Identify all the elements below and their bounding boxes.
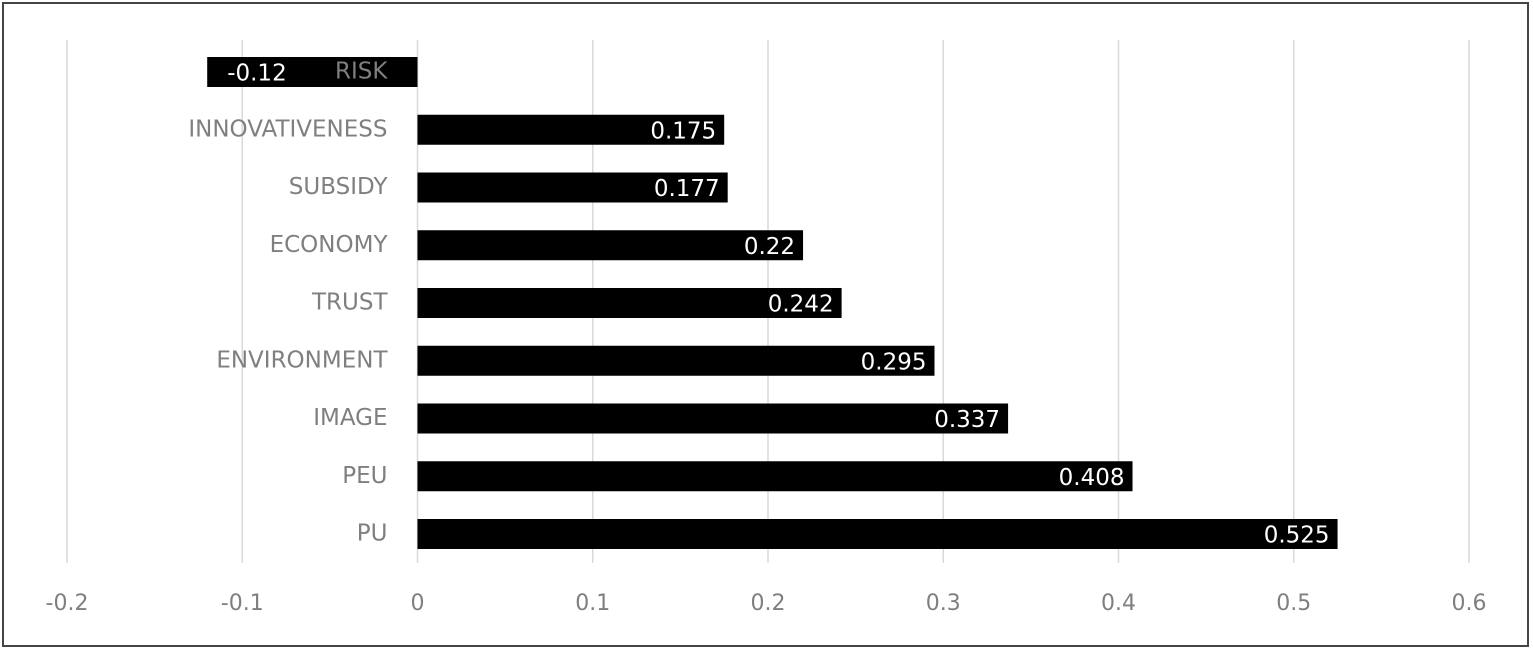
data-label: 0.242	[768, 292, 834, 318]
y-tick-label: PEU	[342, 463, 387, 489]
x-tick-label: 0.4	[1101, 591, 1136, 616]
data-label: 0.295	[861, 349, 927, 375]
x-tick-label: 0.2	[751, 591, 786, 616]
bar	[417, 172, 728, 203]
y-tick-label: INNOVATIVENESS	[188, 116, 387, 142]
data-label: 0.175	[650, 118, 716, 144]
x-tick-label: 0.5	[1276, 591, 1311, 616]
bar	[417, 114, 725, 145]
data-label: 0.408	[1059, 465, 1125, 491]
y-tick-label: SUBSIDY	[289, 174, 389, 200]
y-tick-label: ENVIRONMENT	[216, 347, 388, 373]
y-tick-label: TRUST	[311, 290, 388, 316]
y-tick-label: IMAGE	[313, 405, 387, 431]
x-tick-label: -0.1	[221, 591, 264, 616]
data-label: 0.177	[654, 176, 720, 202]
bar	[207, 57, 418, 87]
data-label: 0.525	[1264, 523, 1330, 549]
x-tick-label: 0.1	[575, 591, 610, 616]
x-tick-label: 0	[411, 591, 425, 616]
y-tick-label: ECONOMY	[270, 232, 389, 258]
bar	[417, 230, 804, 261]
bar	[417, 288, 842, 318]
x-tick-label: 0.3	[926, 591, 961, 616]
x-tick-label: -0.2	[46, 591, 89, 616]
bar	[417, 461, 1133, 492]
y-tick-label: RISK	[335, 59, 388, 85]
bar	[417, 403, 1009, 434]
bar	[417, 345, 935, 376]
data-label: 0.22	[744, 234, 795, 260]
data-label: -0.12	[227, 61, 287, 87]
data-label: 0.337	[934, 407, 1000, 433]
x-tick-label: 0.6	[1452, 591, 1487, 616]
bar	[417, 519, 1338, 549]
y-tick-label: PU	[357, 521, 388, 547]
